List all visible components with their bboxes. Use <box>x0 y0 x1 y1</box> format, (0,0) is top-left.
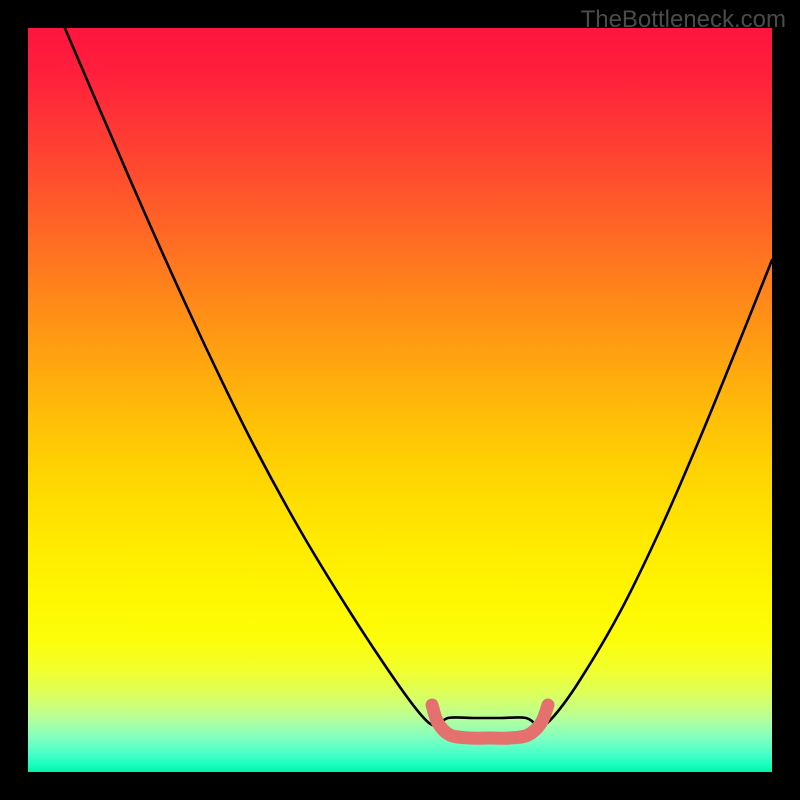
chart-overlay <box>0 0 800 800</box>
bottleneck-curve <box>64 26 772 726</box>
watermark-text: TheBottleneck.com <box>581 6 786 34</box>
chart-container: TheBottleneck.com <box>0 0 800 800</box>
